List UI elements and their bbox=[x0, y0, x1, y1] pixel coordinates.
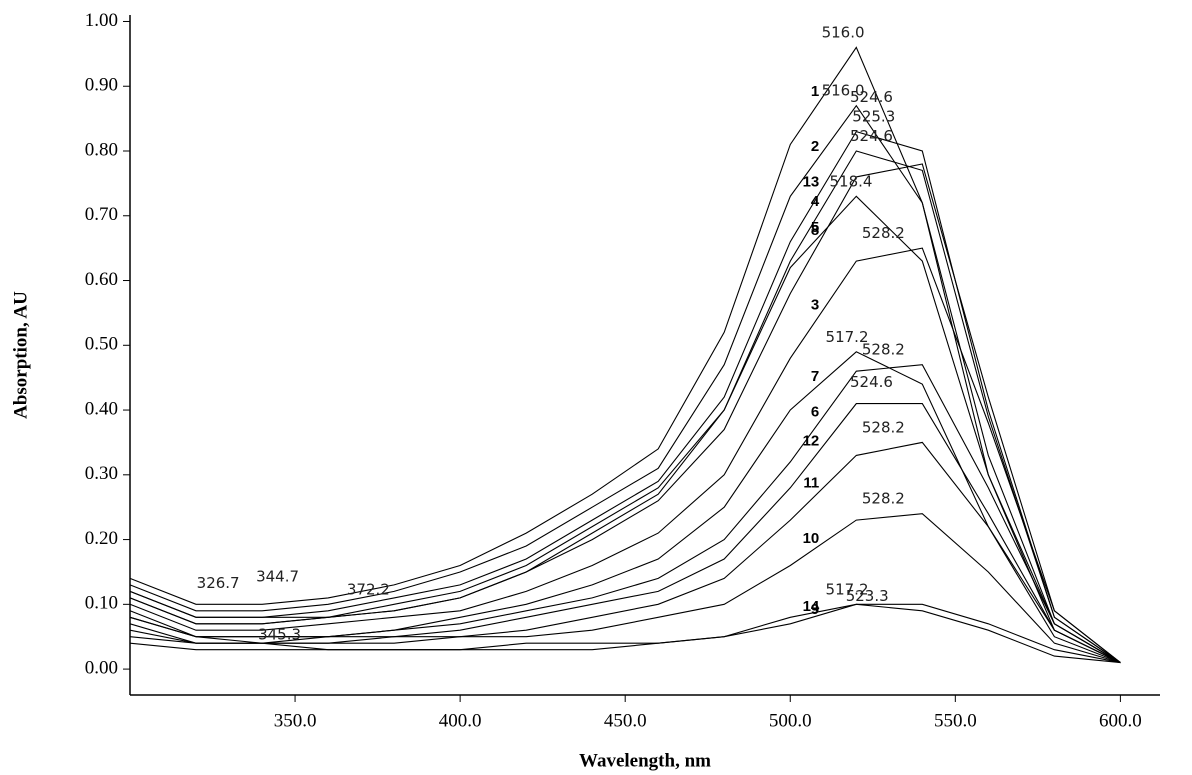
y-axis-title: Absorption, AU bbox=[10, 291, 31, 419]
peak-label: 326.7 bbox=[197, 574, 240, 592]
y-tick-label: 0.10 bbox=[85, 593, 118, 614]
series-label: 9 bbox=[811, 601, 819, 618]
peak-label: 528.2 bbox=[862, 224, 905, 242]
series-label: 12 bbox=[803, 433, 820, 450]
y-tick-label: 0.40 bbox=[85, 398, 118, 419]
peak-label: 344.7 bbox=[256, 567, 299, 585]
y-tick-label: 0.00 bbox=[85, 657, 118, 678]
spectrum-line bbox=[129, 513, 1121, 664]
y-tick-label: 0.90 bbox=[85, 75, 118, 96]
peak-label: 525.3 bbox=[852, 108, 895, 126]
peak-label: 518.4 bbox=[830, 172, 873, 190]
peak-label: 372.2 bbox=[347, 580, 390, 598]
peak-label: 528.2 bbox=[862, 490, 905, 508]
x-tick-label: 500.0 bbox=[769, 710, 812, 731]
peak-label: 528.2 bbox=[862, 341, 905, 359]
y-tick-label: 0.50 bbox=[85, 334, 118, 355]
x-axis-title: Wavelength, nm bbox=[579, 750, 711, 771]
series-label: 1 bbox=[811, 83, 819, 100]
peak-label: 345.3 bbox=[258, 626, 301, 644]
series-label: 10 bbox=[803, 530, 820, 547]
series-label: 2 bbox=[811, 138, 819, 155]
spectrum-line bbox=[129, 46, 1121, 664]
peak-label: 517.2 bbox=[826, 328, 869, 346]
x-tick-label: 400.0 bbox=[439, 710, 482, 731]
peak-label: 528.2 bbox=[862, 418, 905, 436]
series-label: 6 bbox=[811, 403, 819, 420]
x-tick-label: 600.0 bbox=[1099, 710, 1142, 731]
series-label: 7 bbox=[811, 368, 819, 385]
series-label: 3 bbox=[811, 297, 819, 314]
series-label: 13 bbox=[803, 174, 820, 191]
y-tick-label: 0.80 bbox=[85, 139, 118, 160]
spectrum-line bbox=[129, 104, 1121, 664]
y-tick-label: 0.20 bbox=[85, 528, 118, 549]
y-tick-label: 0.60 bbox=[85, 269, 118, 290]
series-label: 14 bbox=[803, 598, 820, 615]
y-tick-label: 1.00 bbox=[85, 10, 118, 31]
peak-label: 524.6 bbox=[850, 127, 893, 145]
y-tick-label: 0.70 bbox=[85, 204, 118, 225]
peak-label: 523.3 bbox=[846, 587, 889, 605]
x-tick-label: 450.0 bbox=[604, 710, 647, 731]
series-label: 5 bbox=[811, 219, 819, 236]
spectrum-line bbox=[129, 603, 1121, 664]
spectrum-line bbox=[129, 603, 1121, 664]
peak-label: 517.2 bbox=[826, 580, 869, 598]
peak-label: 524.6 bbox=[850, 373, 893, 391]
peak-label: 524.6 bbox=[850, 88, 893, 106]
x-tick-label: 350.0 bbox=[274, 710, 317, 731]
peak-label: 516.0 bbox=[822, 23, 865, 41]
series-label: 4 bbox=[811, 193, 820, 210]
spectrum-line bbox=[129, 403, 1121, 664]
series-label: 8 bbox=[811, 222, 819, 239]
spectrum-line bbox=[129, 364, 1121, 664]
y-tick-label: 0.30 bbox=[85, 463, 118, 484]
spectrum-line bbox=[129, 247, 1121, 664]
series-label: 11 bbox=[803, 475, 819, 492]
spectrum-line bbox=[129, 150, 1121, 664]
spectrum-line bbox=[129, 195, 1121, 664]
x-tick-label: 550.0 bbox=[934, 710, 977, 731]
peak-label: 516.0 bbox=[822, 82, 865, 100]
